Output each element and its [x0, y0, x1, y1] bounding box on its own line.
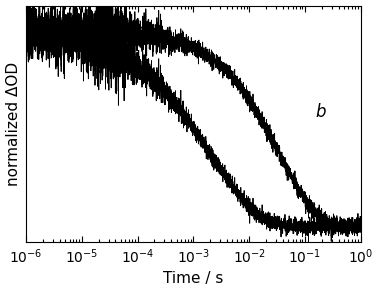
X-axis label: Time / s: Time / s	[163, 272, 224, 286]
Text: a: a	[211, 154, 221, 173]
Y-axis label: normalized ΔOD: normalized ΔOD	[6, 62, 20, 186]
Text: b: b	[315, 103, 326, 121]
